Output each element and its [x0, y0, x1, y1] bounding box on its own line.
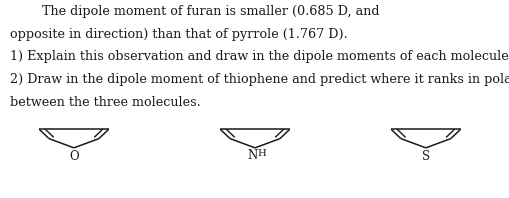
Text: 2) Draw in the dipole moment of thiophene and predict where it ranks in polarity: 2) Draw in the dipole moment of thiophen… — [10, 73, 509, 86]
Text: S: S — [421, 150, 429, 163]
Text: N: N — [247, 149, 257, 162]
Text: opposite in direction) than that of pyrrole (1.767 D).: opposite in direction) than that of pyrr… — [10, 28, 347, 41]
Text: The dipole moment of furan is smaller (0.685 D, and: The dipole moment of furan is smaller (0… — [10, 5, 379, 18]
Text: 1) Explain this observation and draw in the dipole moments of each molecule.: 1) Explain this observation and draw in … — [10, 50, 509, 64]
Text: between the three molecules.: between the three molecules. — [10, 96, 201, 109]
Text: O: O — [69, 150, 78, 163]
Text: H: H — [257, 149, 266, 158]
